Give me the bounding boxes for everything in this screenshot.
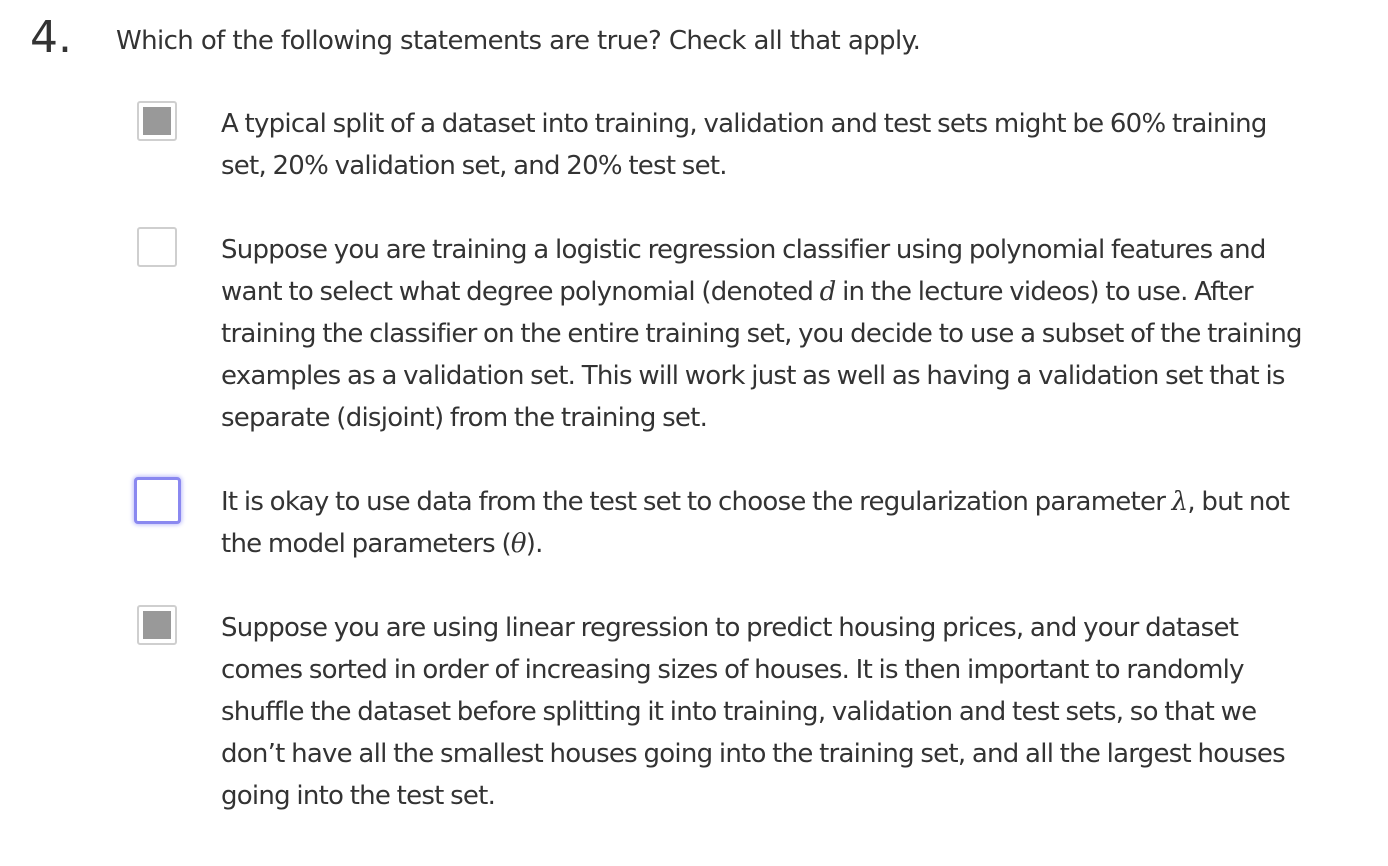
option-4-line-4: don’t have all the smallest houses going…	[221, 739, 1286, 769]
option-2-line-1: Suppose you are training a logistic regr…	[221, 235, 1266, 265]
option-1-line-1: A typical split of a dataset into traini…	[221, 109, 1267, 139]
option-1-line-2: set, 20% validation set, and 20% test se…	[221, 151, 728, 181]
option-4-line-5: going into the test set.	[221, 781, 496, 811]
option-3-text: It is okay to use data from the test set…	[221, 481, 1381, 565]
option-2-text: Suppose you are training a logistic regr…	[221, 229, 1381, 439]
math-symbol-theta: θ	[510, 529, 527, 559]
option-4-line-2: comes sorted in order of increasing size…	[221, 655, 1245, 685]
option-4-line-3: shuffle the dataset before splitting it …	[221, 697, 1257, 727]
question-number: 4.	[30, 12, 72, 63]
option-1-checkbox[interactable]	[137, 101, 177, 141]
option-3-checkbox[interactable]	[134, 477, 181, 524]
option-3-line-1-part-2: , but not	[1187, 487, 1290, 517]
option-3-line-1-part-1: It is okay to use data from the test set…	[221, 487, 1172, 517]
option-2-line-5: separate (disjoint) from the training se…	[221, 403, 708, 433]
option-2-line-3: training the classifier on the entire tr…	[221, 319, 1303, 349]
option-3-line-1: It is okay to use data from the test set…	[221, 481, 1381, 523]
option-2-line-2: want to select what degree polynomial (d…	[221, 271, 1381, 313]
option-4-checkbox[interactable]	[137, 605, 177, 645]
option-4-text: Suppose you are using linear regression …	[221, 607, 1381, 817]
math-symbol-lambda: λ	[1171, 487, 1188, 517]
option-3-line-2-part-1: the model parameters (	[221, 529, 512, 559]
question-prompt: Which of the following statements are tr…	[116, 26, 921, 56]
option-3-line-2: the model parameters (θ).	[221, 523, 1381, 565]
option-2-checkbox[interactable]	[137, 227, 177, 267]
math-symbol-d: d	[819, 277, 837, 307]
option-2-line-2-part-2: in the lecture videos) to use. After	[835, 277, 1254, 307]
option-2-line-2-part-1: want to select what degree polynomial (d…	[221, 277, 820, 307]
option-2-line-4: examples as a validation set. This will …	[221, 361, 1285, 391]
option-1-text: A typical split of a dataset into traini…	[221, 103, 1381, 187]
option-3-line-2-part-2: ).	[525, 529, 544, 559]
option-4-line-1: Suppose you are using linear regression …	[221, 613, 1239, 643]
